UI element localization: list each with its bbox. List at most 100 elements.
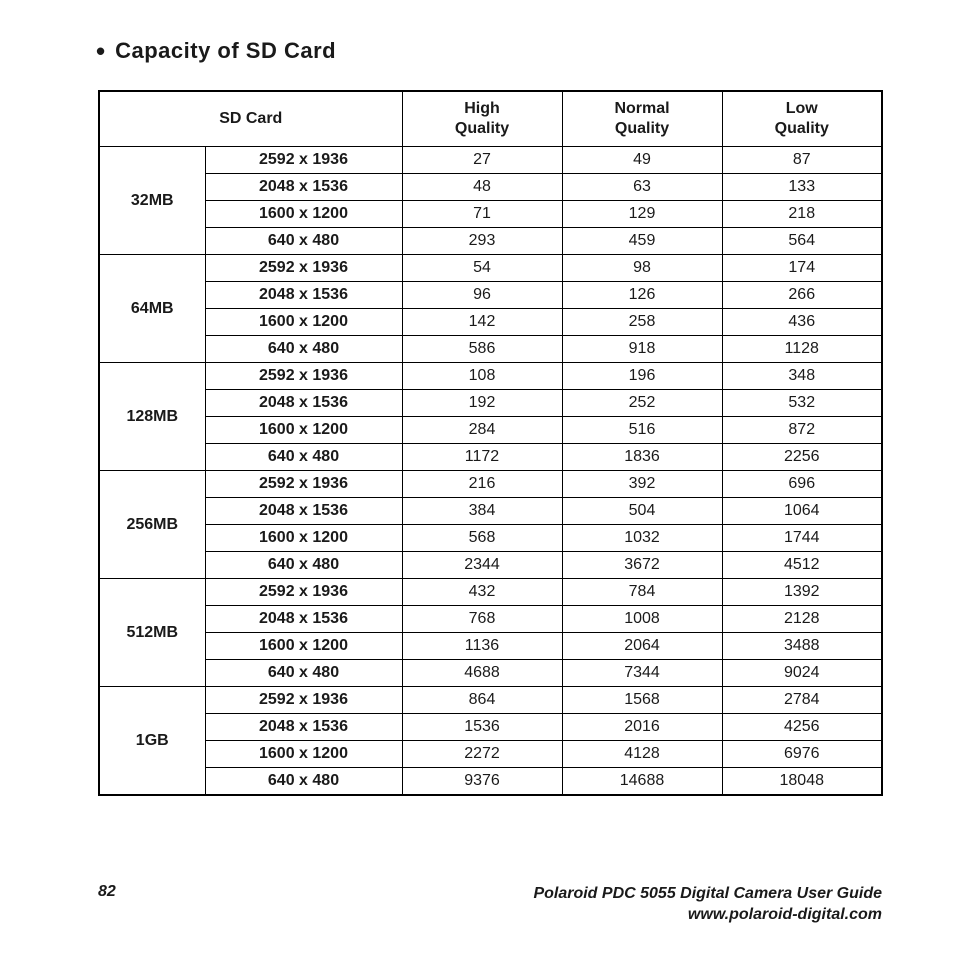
low-quality-cell: 564 (722, 228, 882, 255)
low-quality-cell: 872 (722, 417, 882, 444)
low-quality-cell: 6976 (722, 741, 882, 768)
resolution-cell: 2592 x 1936 (205, 687, 402, 714)
resolution-cell: 2048 x 1536 (205, 714, 402, 741)
table-row: 640 x 4805869181128 (99, 336, 882, 363)
low-quality-cell: 266 (722, 282, 882, 309)
normal-quality-cell: 49 (562, 147, 722, 174)
normal-quality-cell: 516 (562, 417, 722, 444)
high-quality-cell: 864 (402, 687, 562, 714)
normal-quality-cell: 258 (562, 309, 722, 336)
low-quality-cell: 696 (722, 471, 882, 498)
high-quality-cell: 108 (402, 363, 562, 390)
table-row: 2048 x 15363845041064 (99, 498, 882, 525)
bullet-icon: • (96, 38, 105, 64)
high-quality-cell: 568 (402, 525, 562, 552)
high-quality-cell: 48 (402, 174, 562, 201)
low-quality-cell: 3488 (722, 633, 882, 660)
resolution-cell: 2048 x 1536 (205, 498, 402, 525)
resolution-cell: 2048 x 1536 (205, 606, 402, 633)
table-row: 1600 x 1200227241286976 (99, 741, 882, 768)
normal-quality-cell: 14688 (562, 768, 722, 796)
normal-quality-cell: 129 (562, 201, 722, 228)
capacity-cell: 32MB (99, 147, 205, 255)
table-row: 1GB2592 x 193686415682784 (99, 687, 882, 714)
normal-quality-cell: 3672 (562, 552, 722, 579)
high-quality-cell: 71 (402, 201, 562, 228)
low-quality-cell: 133 (722, 174, 882, 201)
resolution-cell: 1600 x 1200 (205, 417, 402, 444)
high-quality-cell: 384 (402, 498, 562, 525)
low-quality-cell: 1128 (722, 336, 882, 363)
resolution-cell: 1600 x 1200 (205, 309, 402, 336)
footer-guide-text: Polaroid PDC 5055 Digital Camera User Gu… (533, 883, 882, 926)
normal-quality-cell: 1568 (562, 687, 722, 714)
resolution-cell: 640 x 480 (205, 336, 402, 363)
high-quality-cell: 432 (402, 579, 562, 606)
high-quality-cell: 293 (402, 228, 562, 255)
normal-quality-cell: 126 (562, 282, 722, 309)
high-quality-cell: 1172 (402, 444, 562, 471)
resolution-cell: 2592 x 1936 (205, 579, 402, 606)
table-body: 32MB2592 x 19362749872048 x 153648631331… (99, 147, 882, 796)
resolution-cell: 640 x 480 (205, 444, 402, 471)
table-row: 640 x 480234436724512 (99, 552, 882, 579)
resolution-cell: 2048 x 1536 (205, 282, 402, 309)
table-row: 640 x 480293459564 (99, 228, 882, 255)
low-quality-cell: 4256 (722, 714, 882, 741)
low-quality-cell: 532 (722, 390, 882, 417)
low-quality-cell: 4512 (722, 552, 882, 579)
capacity-cell: 256MB (99, 471, 205, 579)
resolution-cell: 2592 x 1936 (205, 363, 402, 390)
table-row: 64MB2592 x 19365498174 (99, 255, 882, 282)
capacity-cell: 128MB (99, 363, 205, 471)
low-quality-cell: 18048 (722, 768, 882, 796)
normal-quality-cell: 392 (562, 471, 722, 498)
normal-quality-cell: 98 (562, 255, 722, 282)
low-quality-cell: 436 (722, 309, 882, 336)
low-quality-cell: 87 (722, 147, 882, 174)
normal-quality-cell: 918 (562, 336, 722, 363)
high-quality-cell: 54 (402, 255, 562, 282)
footer-guide-line2: www.polaroid-digital.com (533, 904, 882, 926)
low-quality-cell: 2256 (722, 444, 882, 471)
high-quality-cell: 9376 (402, 768, 562, 796)
normal-quality-cell: 7344 (562, 660, 722, 687)
table-row: 128MB2592 x 1936108196348 (99, 363, 882, 390)
normal-quality-cell: 1008 (562, 606, 722, 633)
high-quality-cell: 96 (402, 282, 562, 309)
capacity-cell: 64MB (99, 255, 205, 363)
low-quality-cell: 218 (722, 201, 882, 228)
footer-guide-line1: Polaroid PDC 5055 Digital Camera User Gu… (533, 883, 882, 905)
low-quality-cell: 2128 (722, 606, 882, 633)
page-footer: 82 Polaroid PDC 5055 Digital Camera User… (98, 883, 882, 926)
resolution-cell: 2048 x 1536 (205, 390, 402, 417)
low-quality-cell: 1064 (722, 498, 882, 525)
table-row: 1600 x 1200284516872 (99, 417, 882, 444)
table-header: SD Card HighQuality NormalQuality LowQua… (99, 91, 882, 147)
table-row: 1600 x 120056810321744 (99, 525, 882, 552)
table-row: 2048 x 153696126266 (99, 282, 882, 309)
capacity-cell: 512MB (99, 579, 205, 687)
normal-quality-cell: 2016 (562, 714, 722, 741)
normal-quality-cell: 1032 (562, 525, 722, 552)
normal-quality-cell: 784 (562, 579, 722, 606)
table-row: 32MB2592 x 1936274987 (99, 147, 882, 174)
high-quality-cell: 27 (402, 147, 562, 174)
resolution-cell: 1600 x 1200 (205, 633, 402, 660)
low-quality-cell: 9024 (722, 660, 882, 687)
high-quality-cell: 1536 (402, 714, 562, 741)
high-quality-cell: 216 (402, 471, 562, 498)
table-row: 2048 x 1536192252532 (99, 390, 882, 417)
normal-quality-cell: 459 (562, 228, 722, 255)
high-quality-cell: 4688 (402, 660, 562, 687)
resolution-cell: 2048 x 1536 (205, 174, 402, 201)
section-title-row: • Capacity of SD Card (96, 38, 882, 64)
page-number: 82 (98, 883, 116, 901)
normal-quality-cell: 196 (562, 363, 722, 390)
table-row: 2048 x 153676810082128 (99, 606, 882, 633)
resolution-cell: 640 x 480 (205, 228, 402, 255)
resolution-cell: 640 x 480 (205, 768, 402, 796)
resolution-cell: 2592 x 1936 (205, 471, 402, 498)
high-quality-cell: 1136 (402, 633, 562, 660)
resolution-cell: 2592 x 1936 (205, 147, 402, 174)
